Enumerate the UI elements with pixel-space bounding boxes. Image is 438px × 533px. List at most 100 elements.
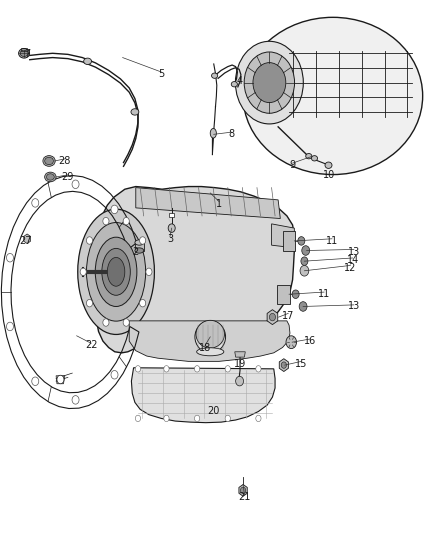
Ellipse shape (18, 49, 30, 58)
Ellipse shape (45, 157, 53, 165)
Circle shape (32, 199, 39, 207)
Text: 11: 11 (326, 236, 338, 246)
Circle shape (292, 290, 299, 298)
Circle shape (135, 366, 141, 372)
Polygon shape (267, 310, 278, 325)
Ellipse shape (131, 109, 139, 115)
Ellipse shape (46, 174, 54, 180)
Circle shape (86, 237, 92, 244)
Text: 4: 4 (237, 76, 243, 86)
Circle shape (281, 362, 286, 368)
Text: 13: 13 (348, 247, 360, 256)
Ellipse shape (243, 17, 423, 175)
Circle shape (164, 366, 169, 372)
Ellipse shape (244, 52, 294, 114)
Text: 19: 19 (234, 359, 246, 368)
Polygon shape (135, 243, 144, 251)
Circle shape (123, 217, 129, 225)
Circle shape (300, 265, 309, 276)
Ellipse shape (84, 58, 92, 64)
Circle shape (301, 257, 308, 265)
Text: 17: 17 (282, 311, 294, 320)
Circle shape (7, 322, 14, 330)
Ellipse shape (107, 257, 125, 286)
Ellipse shape (306, 154, 312, 159)
Text: 5: 5 (158, 69, 164, 78)
Circle shape (286, 336, 297, 349)
Circle shape (256, 366, 261, 372)
Circle shape (32, 377, 39, 385)
Text: 7: 7 (24, 50, 30, 59)
Text: 28: 28 (59, 156, 71, 166)
Ellipse shape (325, 162, 332, 168)
Polygon shape (56, 376, 65, 384)
Text: 2: 2 (133, 247, 139, 256)
Circle shape (57, 375, 64, 384)
Text: 16: 16 (304, 336, 316, 346)
Ellipse shape (135, 240, 144, 245)
Circle shape (135, 415, 141, 422)
Circle shape (72, 395, 79, 404)
Circle shape (168, 224, 175, 232)
Bar (277, 285, 290, 304)
Circle shape (225, 415, 230, 422)
Circle shape (299, 302, 307, 311)
Circle shape (256, 415, 261, 422)
Ellipse shape (45, 172, 56, 182)
Circle shape (194, 366, 200, 372)
Polygon shape (131, 368, 275, 423)
Polygon shape (95, 187, 294, 353)
Ellipse shape (102, 248, 131, 295)
Ellipse shape (210, 128, 216, 138)
Circle shape (146, 268, 152, 276)
Polygon shape (169, 213, 174, 217)
Circle shape (225, 366, 230, 372)
Text: 8: 8 (228, 130, 234, 139)
Ellipse shape (236, 41, 303, 124)
Circle shape (140, 237, 146, 244)
Polygon shape (239, 484, 247, 496)
Text: 22: 22 (85, 341, 97, 350)
Circle shape (80, 268, 86, 276)
Circle shape (111, 370, 118, 379)
Polygon shape (136, 188, 280, 219)
Circle shape (111, 205, 118, 214)
Text: 14: 14 (346, 255, 359, 265)
Bar (283, 231, 295, 251)
Text: 27: 27 (19, 236, 32, 246)
Text: 21: 21 (238, 492, 251, 502)
Text: 20: 20 (208, 407, 220, 416)
Ellipse shape (95, 237, 137, 306)
Text: 18: 18 (199, 343, 211, 352)
Circle shape (240, 487, 246, 494)
Polygon shape (279, 359, 288, 372)
Circle shape (140, 300, 146, 307)
Circle shape (103, 217, 109, 225)
Circle shape (194, 415, 200, 422)
Text: 10: 10 (323, 170, 336, 180)
Ellipse shape (20, 50, 28, 56)
Text: 3: 3 (167, 234, 173, 244)
Circle shape (72, 180, 79, 189)
Ellipse shape (231, 82, 237, 87)
Text: 29: 29 (62, 172, 74, 182)
Circle shape (7, 254, 14, 262)
Text: 1: 1 (216, 199, 222, 208)
Ellipse shape (311, 156, 318, 161)
Circle shape (103, 319, 109, 326)
Circle shape (86, 300, 92, 307)
Circle shape (302, 246, 310, 255)
Circle shape (164, 415, 169, 422)
Circle shape (236, 376, 244, 386)
Ellipse shape (197, 348, 224, 356)
Circle shape (123, 319, 129, 326)
Polygon shape (235, 352, 245, 357)
Ellipse shape (212, 73, 218, 78)
Polygon shape (24, 234, 31, 244)
Ellipse shape (196, 320, 225, 348)
Circle shape (269, 313, 276, 321)
Text: 15: 15 (295, 359, 307, 368)
Ellipse shape (78, 209, 154, 335)
Ellipse shape (135, 248, 144, 253)
Polygon shape (129, 321, 290, 361)
